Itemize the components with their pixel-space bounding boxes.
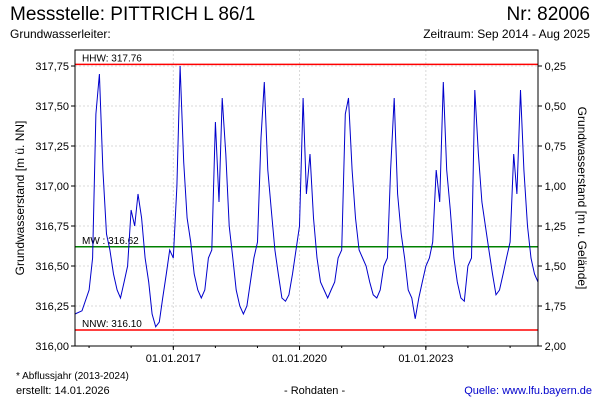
- aquifer-label: Grundwasserleiter:: [10, 27, 111, 41]
- period-label: Zeitraum: Sep 2014 - Aug 2025: [423, 27, 590, 41]
- x-tick-label: 01.01.2023: [398, 353, 453, 365]
- series-line: [74, 65, 539, 328]
- reference-line-label: NNW: 316.10: [82, 319, 142, 330]
- source-link[interactable]: Quelle: www.lfu.bayern.de: [464, 385, 592, 397]
- grid: [75, 50, 538, 347]
- reference-line-label: HHW: 317.76: [82, 53, 142, 64]
- station-title: Messstelle: PITTRICH L 86/1: [10, 4, 256, 25]
- y-tick-label-left: 316,75: [35, 221, 69, 233]
- station-number: Nr: 82006: [506, 4, 590, 25]
- x-tick-label: 01.01.2017: [146, 353, 201, 365]
- y-tick-label-right: 1,50: [545, 261, 566, 273]
- y-tick-label-right: 0,25: [545, 61, 566, 73]
- created-date: erstellt: 14.01.2026: [16, 385, 110, 397]
- y-tick-label-left: 317,25: [35, 141, 69, 153]
- reference-line-label: MW : 316.62: [82, 236, 139, 247]
- y-tick-label-right: 1,75: [545, 301, 566, 313]
- y-tick-label-left: 317,75: [35, 61, 69, 73]
- y-axis-label-left: Grundwasserstand [m ü. NN]: [13, 121, 27, 276]
- y-tick-label-right: 1,00: [545, 181, 566, 193]
- footnote: * Abflussjahr (2013-2024): [16, 371, 129, 382]
- y-tick-label-left: 316,50: [35, 261, 69, 273]
- y-tick-label-right: 2,00: [545, 341, 566, 353]
- y-axis-label-right: Grundwasserstand [m u. Gelände]: [575, 107, 589, 290]
- plot-frame: [74, 49, 539, 347]
- raw-data-label: - Rohdaten -: [284, 385, 346, 397]
- y-tick-label-left: 317,50: [35, 101, 69, 113]
- y-tick-label-right: 0,50: [545, 101, 566, 113]
- y-tick-label-right: 0,75: [545, 141, 566, 153]
- reference-lines: HHW: 317.76 MW : 316.62 NNW: 316.10: [75, 53, 538, 331]
- y-tick-label-left: 317,00: [35, 181, 69, 193]
- x-tick-label: 01.01.2020: [272, 353, 327, 365]
- y-tick-label-right: 1,25: [545, 221, 566, 233]
- y-tick-label-left: 316,00: [35, 341, 69, 353]
- y-tick-label-left: 316,25: [35, 301, 69, 313]
- axes: 316,00 316,25 316,50 316,75 317,00 317,25 317,…: [35, 61, 566, 365]
